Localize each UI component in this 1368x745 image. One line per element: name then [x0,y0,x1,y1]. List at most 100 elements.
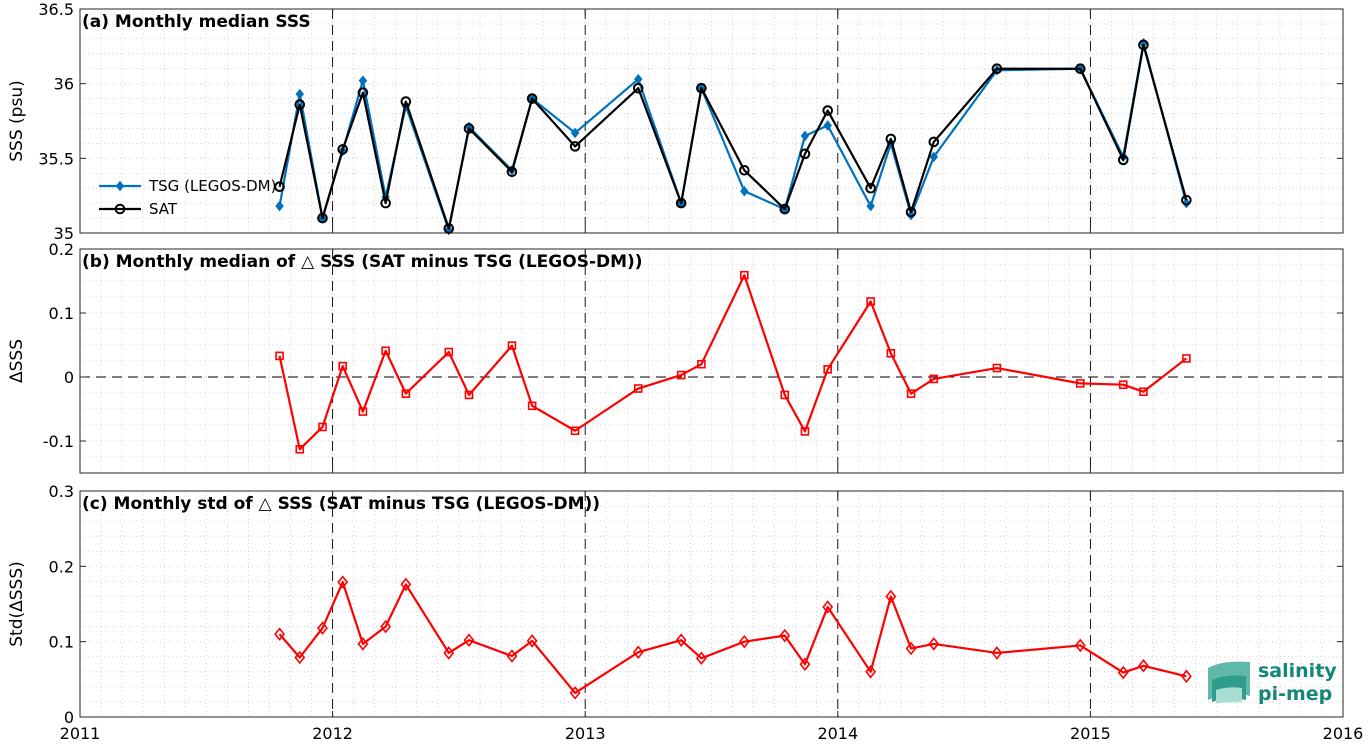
data-point [697,359,706,369]
data-point [337,575,349,589]
data-point [380,619,392,634]
data-point [885,133,897,145]
data-point [357,87,369,98]
data-point [928,136,940,148]
y-tick-label: 35.5 [38,149,74,168]
data-point [317,212,328,224]
data-point [274,627,285,641]
y-tick-label: 0 [64,708,74,727]
data-point [866,297,875,306]
data-point [1117,665,1129,680]
data-point [569,141,581,152]
y-axis-label: SSS (psu) [7,80,27,161]
data-point [274,181,285,193]
data-point [800,130,810,142]
data-point [295,88,305,100]
data-point [822,600,834,614]
y-tick-label: -0.1 [43,432,74,451]
data-point [1074,63,1086,75]
data-point [443,223,455,234]
y-tick-label: 35 [54,224,74,243]
data-point [1075,379,1085,388]
data-point [1138,39,1149,51]
data-point [633,384,643,393]
panel-b: -0.1 0 0.1 0.2 ΔSSS (b) Monthly median of △ S… [7,240,1344,474]
data-point [463,633,475,647]
x-tick-label: 2011 [60,724,101,743]
data-point [507,341,517,350]
data-point [1138,658,1149,673]
data-point [906,209,916,221]
data-point [1139,387,1148,397]
data-point [294,99,306,110]
data-point [991,63,1003,75]
panel-title: (a) Monthly median SSS [82,12,311,32]
data-point [526,93,538,104]
data-point [740,270,749,280]
data-point [800,427,810,436]
legend-marker [115,180,125,192]
legend-marker [114,203,126,215]
data-point [526,634,538,648]
data-point [358,407,368,416]
data-point [1180,669,1192,684]
legend-label: TSG (LEGOS-DM) [148,177,276,195]
data-point [1074,638,1086,653]
data-point [506,166,518,178]
data-point [929,151,939,163]
y-tick-label: 0.1 [49,304,74,323]
data-point [570,127,580,139]
y-tick-label: 36.5 [38,0,74,19]
data-point [823,365,832,374]
data-point [740,185,749,197]
logo-text-line2: pi-mep [1258,683,1332,705]
data-point [738,634,750,649]
data-point [401,389,411,398]
data-point [444,347,454,357]
data-point [865,182,876,194]
salinity-pi-mep-logo: salinity pi-mep [1208,660,1337,705]
data-point [295,445,305,454]
data-point [991,646,1003,660]
data-point [676,370,686,380]
data-point [675,633,687,647]
data-point [906,389,916,398]
data-point [463,123,475,134]
data-point [275,351,284,361]
data-point [632,645,644,659]
y-tick-label: 0.3 [49,482,74,501]
data-point [886,349,896,358]
data-point [400,96,412,107]
data-point [569,686,581,700]
legend: TSG (LEGOS-DM) SAT [99,177,276,218]
series-line-b [278,274,1188,451]
data-point [695,651,707,666]
data-point [822,105,833,116]
panel-title: (c) Monthly std of △ SSS (SAT minus TSG … [82,494,600,514]
data-point [400,577,412,592]
x-tick-label: 2012 [312,724,353,743]
data-point [358,75,368,86]
y-tick-label: 0 [64,368,74,387]
y-axis-label: Std(ΔSSS) [7,561,27,647]
data-point [357,637,369,651]
data-point [381,346,390,356]
data-point [992,363,1002,373]
data-point [317,621,328,635]
series-line-sat [278,43,1188,230]
data-point [929,374,939,384]
data-point [799,657,811,672]
data-point [823,120,832,131]
y-tick-label: 0.2 [49,557,74,576]
data-point [905,641,917,656]
data-point [506,649,518,663]
data-point [779,203,791,215]
data-point [632,82,644,94]
data-point [799,148,811,160]
data-point [779,628,791,643]
data-point [905,206,917,218]
panel-title: (b) Monthly median of △ SSS (SAT minus T… [82,252,643,272]
data-point [443,646,455,660]
axes-box [79,490,1344,718]
